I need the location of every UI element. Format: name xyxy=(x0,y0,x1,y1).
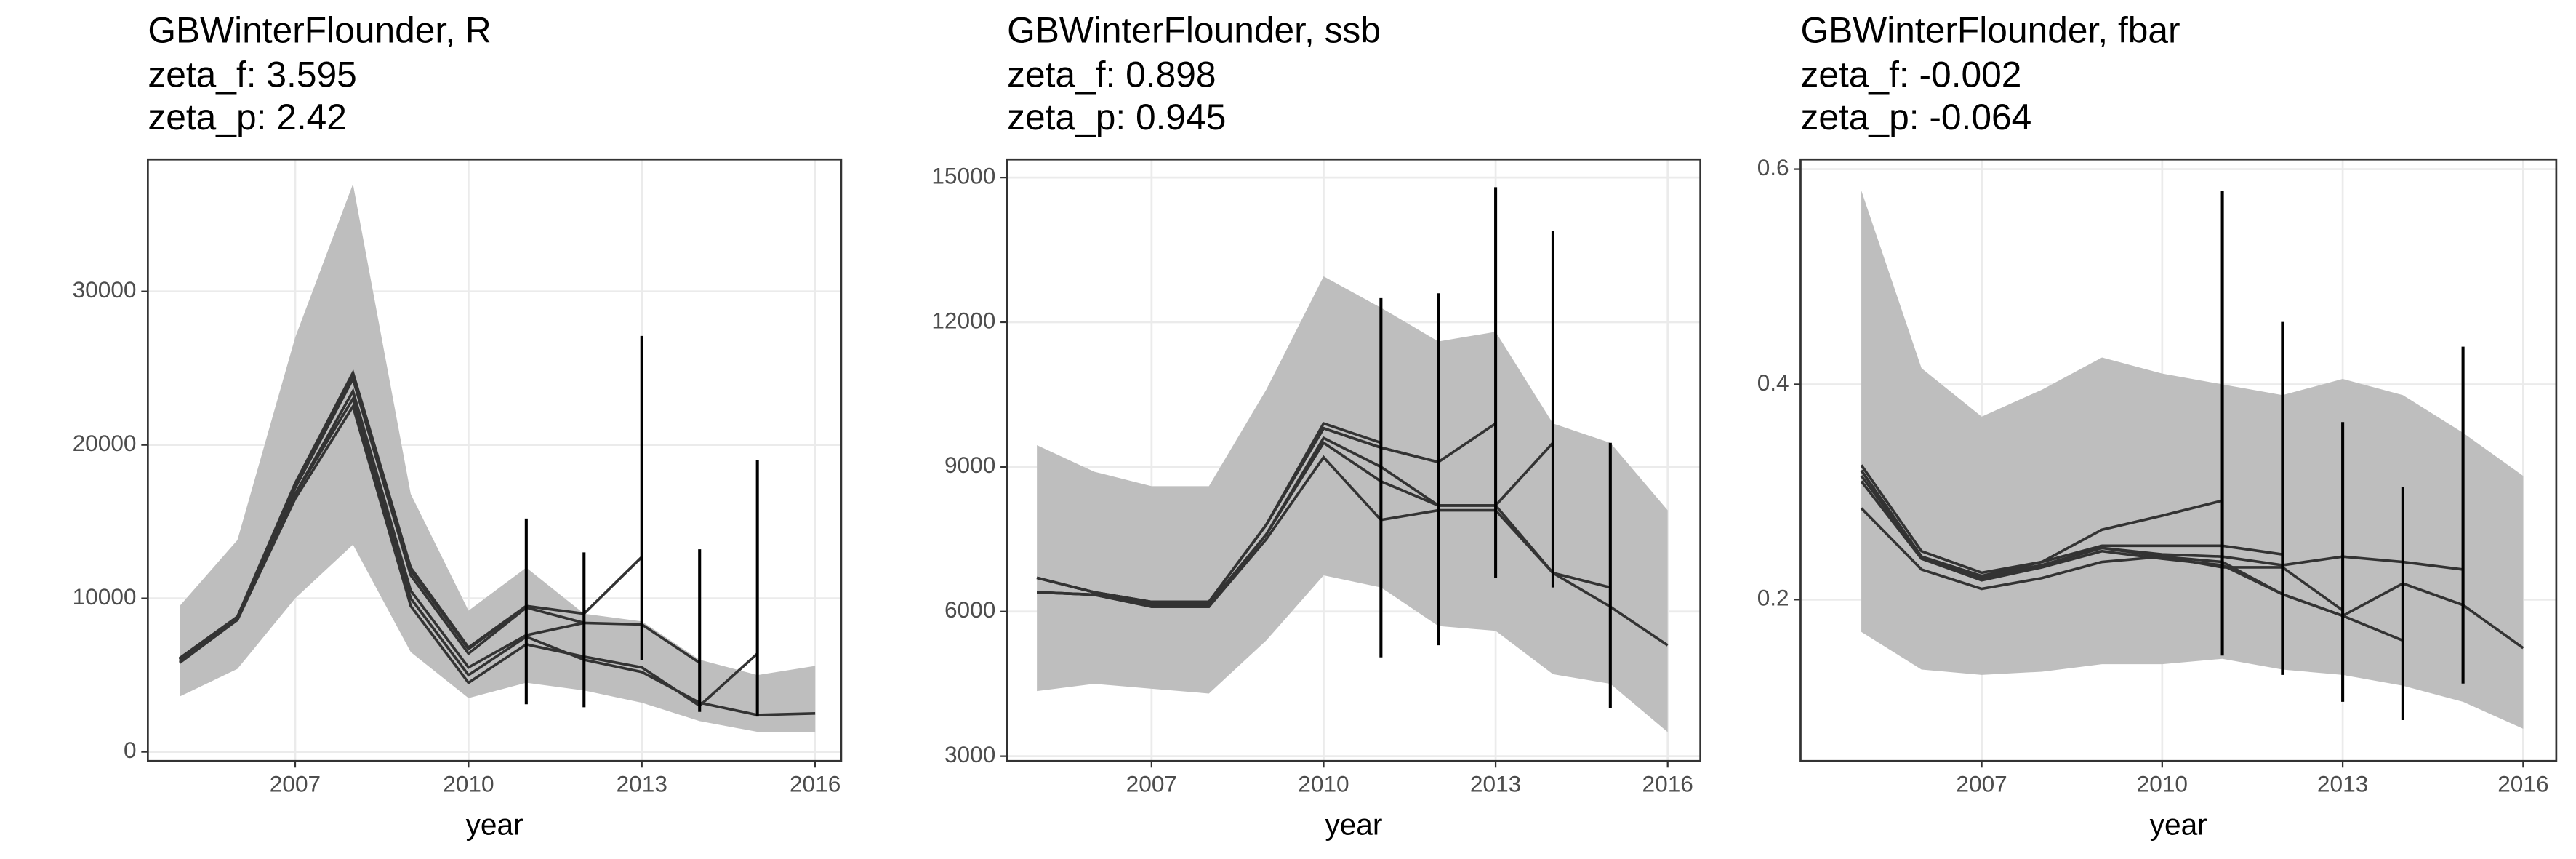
y-tick-label: 9000 xyxy=(944,452,995,478)
annotation: zeta_f: 3.595 xyxy=(148,54,356,95)
x-tick-label: 2007 xyxy=(1126,771,1177,797)
x-axis-label: year xyxy=(1325,807,1382,841)
confidence-band xyxy=(180,184,816,732)
x-tick-label: 2016 xyxy=(790,771,840,797)
y-tick-label: 12000 xyxy=(931,307,995,333)
retro-line xyxy=(1860,480,2404,642)
retro-line xyxy=(1860,507,2524,650)
chart-title: GBWinterFlounder, fbar xyxy=(1800,9,2180,50)
x-axis-label: year xyxy=(466,807,523,841)
chart-title: GBWinterFlounder, ssb xyxy=(1007,9,1381,50)
plot-border xyxy=(147,158,843,762)
y-tick-label: 0 xyxy=(124,737,137,763)
annotation: zeta_p: 2.42 xyxy=(148,97,347,137)
confidence-band xyxy=(1861,191,2524,729)
annotation: zeta_f: -0.002 xyxy=(1800,54,2021,95)
x-tick-label: 2016 xyxy=(2497,771,2548,797)
retro-line xyxy=(1860,469,2463,578)
x-tick-label: 2013 xyxy=(1470,771,1521,797)
plot-border xyxy=(1006,158,1702,762)
plot-border xyxy=(1799,158,2558,762)
annotation: zeta_p: 0.945 xyxy=(1007,97,1226,137)
y-tick-label: 6000 xyxy=(944,596,995,623)
y-tick-label: 10000 xyxy=(73,583,137,610)
y-tick-label: 0.6 xyxy=(1757,154,1789,180)
x-tick-label: 2010 xyxy=(2137,771,2188,797)
confidence-band xyxy=(1037,276,1668,732)
x-tick-label: 2010 xyxy=(443,771,494,797)
annotation: zeta_f: 0.898 xyxy=(1007,54,1216,95)
annotation: zeta_p: -0.064 xyxy=(1800,97,2031,137)
x-tick-label: 2007 xyxy=(270,771,321,797)
retro-line xyxy=(1037,441,1611,608)
retro-line xyxy=(1036,422,1497,604)
chart-title: GBWinterFlounder, R xyxy=(148,9,491,50)
x-tick-label: 2013 xyxy=(617,771,667,797)
retro-line xyxy=(1860,464,2283,575)
x-tick-label: 2016 xyxy=(1642,771,1693,797)
retro-line xyxy=(178,372,643,661)
y-tick-label: 15000 xyxy=(931,162,995,188)
y-tick-label: 0.2 xyxy=(1757,585,1789,611)
y-tick-label: 3000 xyxy=(944,741,995,767)
y-tick-label: 20000 xyxy=(73,430,137,456)
retro-line xyxy=(179,403,758,708)
x-tick-label: 2013 xyxy=(2317,771,2368,797)
x-axis-label: year xyxy=(2150,807,2207,841)
y-tick-label: 30000 xyxy=(73,276,137,303)
y-tick-label: 0.4 xyxy=(1757,369,1789,396)
x-tick-label: 2010 xyxy=(1298,771,1349,797)
x-tick-label: 2007 xyxy=(1956,771,2007,797)
